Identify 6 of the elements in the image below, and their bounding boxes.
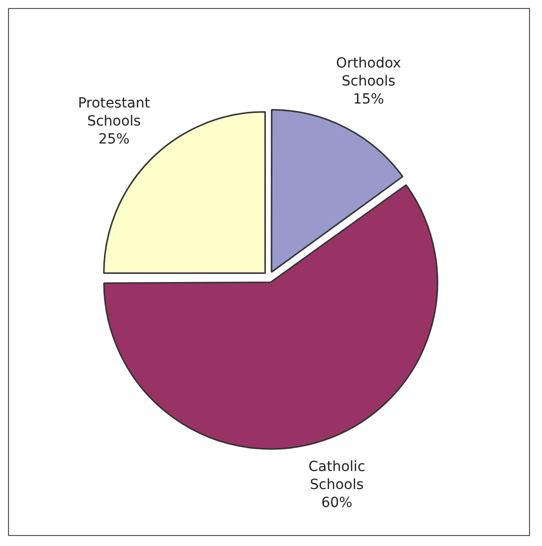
- slice-label: Orthodox Schools: [336, 55, 402, 90]
- data-label: 15%: [352, 91, 384, 108]
- data-label: 25%: [98, 132, 130, 148]
- slice-label: Catholic Schools: [308, 459, 366, 494]
- data-label: 60%: [321, 495, 352, 512]
- slice-label: Protestant Schools: [78, 96, 150, 130]
